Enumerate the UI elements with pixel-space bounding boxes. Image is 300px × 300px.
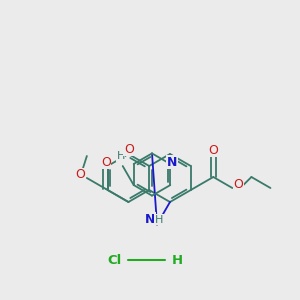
Text: N: N xyxy=(167,155,177,169)
Text: O: O xyxy=(124,142,134,155)
Text: O: O xyxy=(233,178,243,191)
Text: O: O xyxy=(101,155,111,169)
Text: N: N xyxy=(145,213,155,226)
Text: Cl: Cl xyxy=(108,254,122,266)
Text: H: H xyxy=(116,151,125,161)
Text: H: H xyxy=(155,214,163,224)
Text: O: O xyxy=(75,169,85,182)
Text: H: H xyxy=(171,254,183,266)
Text: O: O xyxy=(208,143,218,157)
